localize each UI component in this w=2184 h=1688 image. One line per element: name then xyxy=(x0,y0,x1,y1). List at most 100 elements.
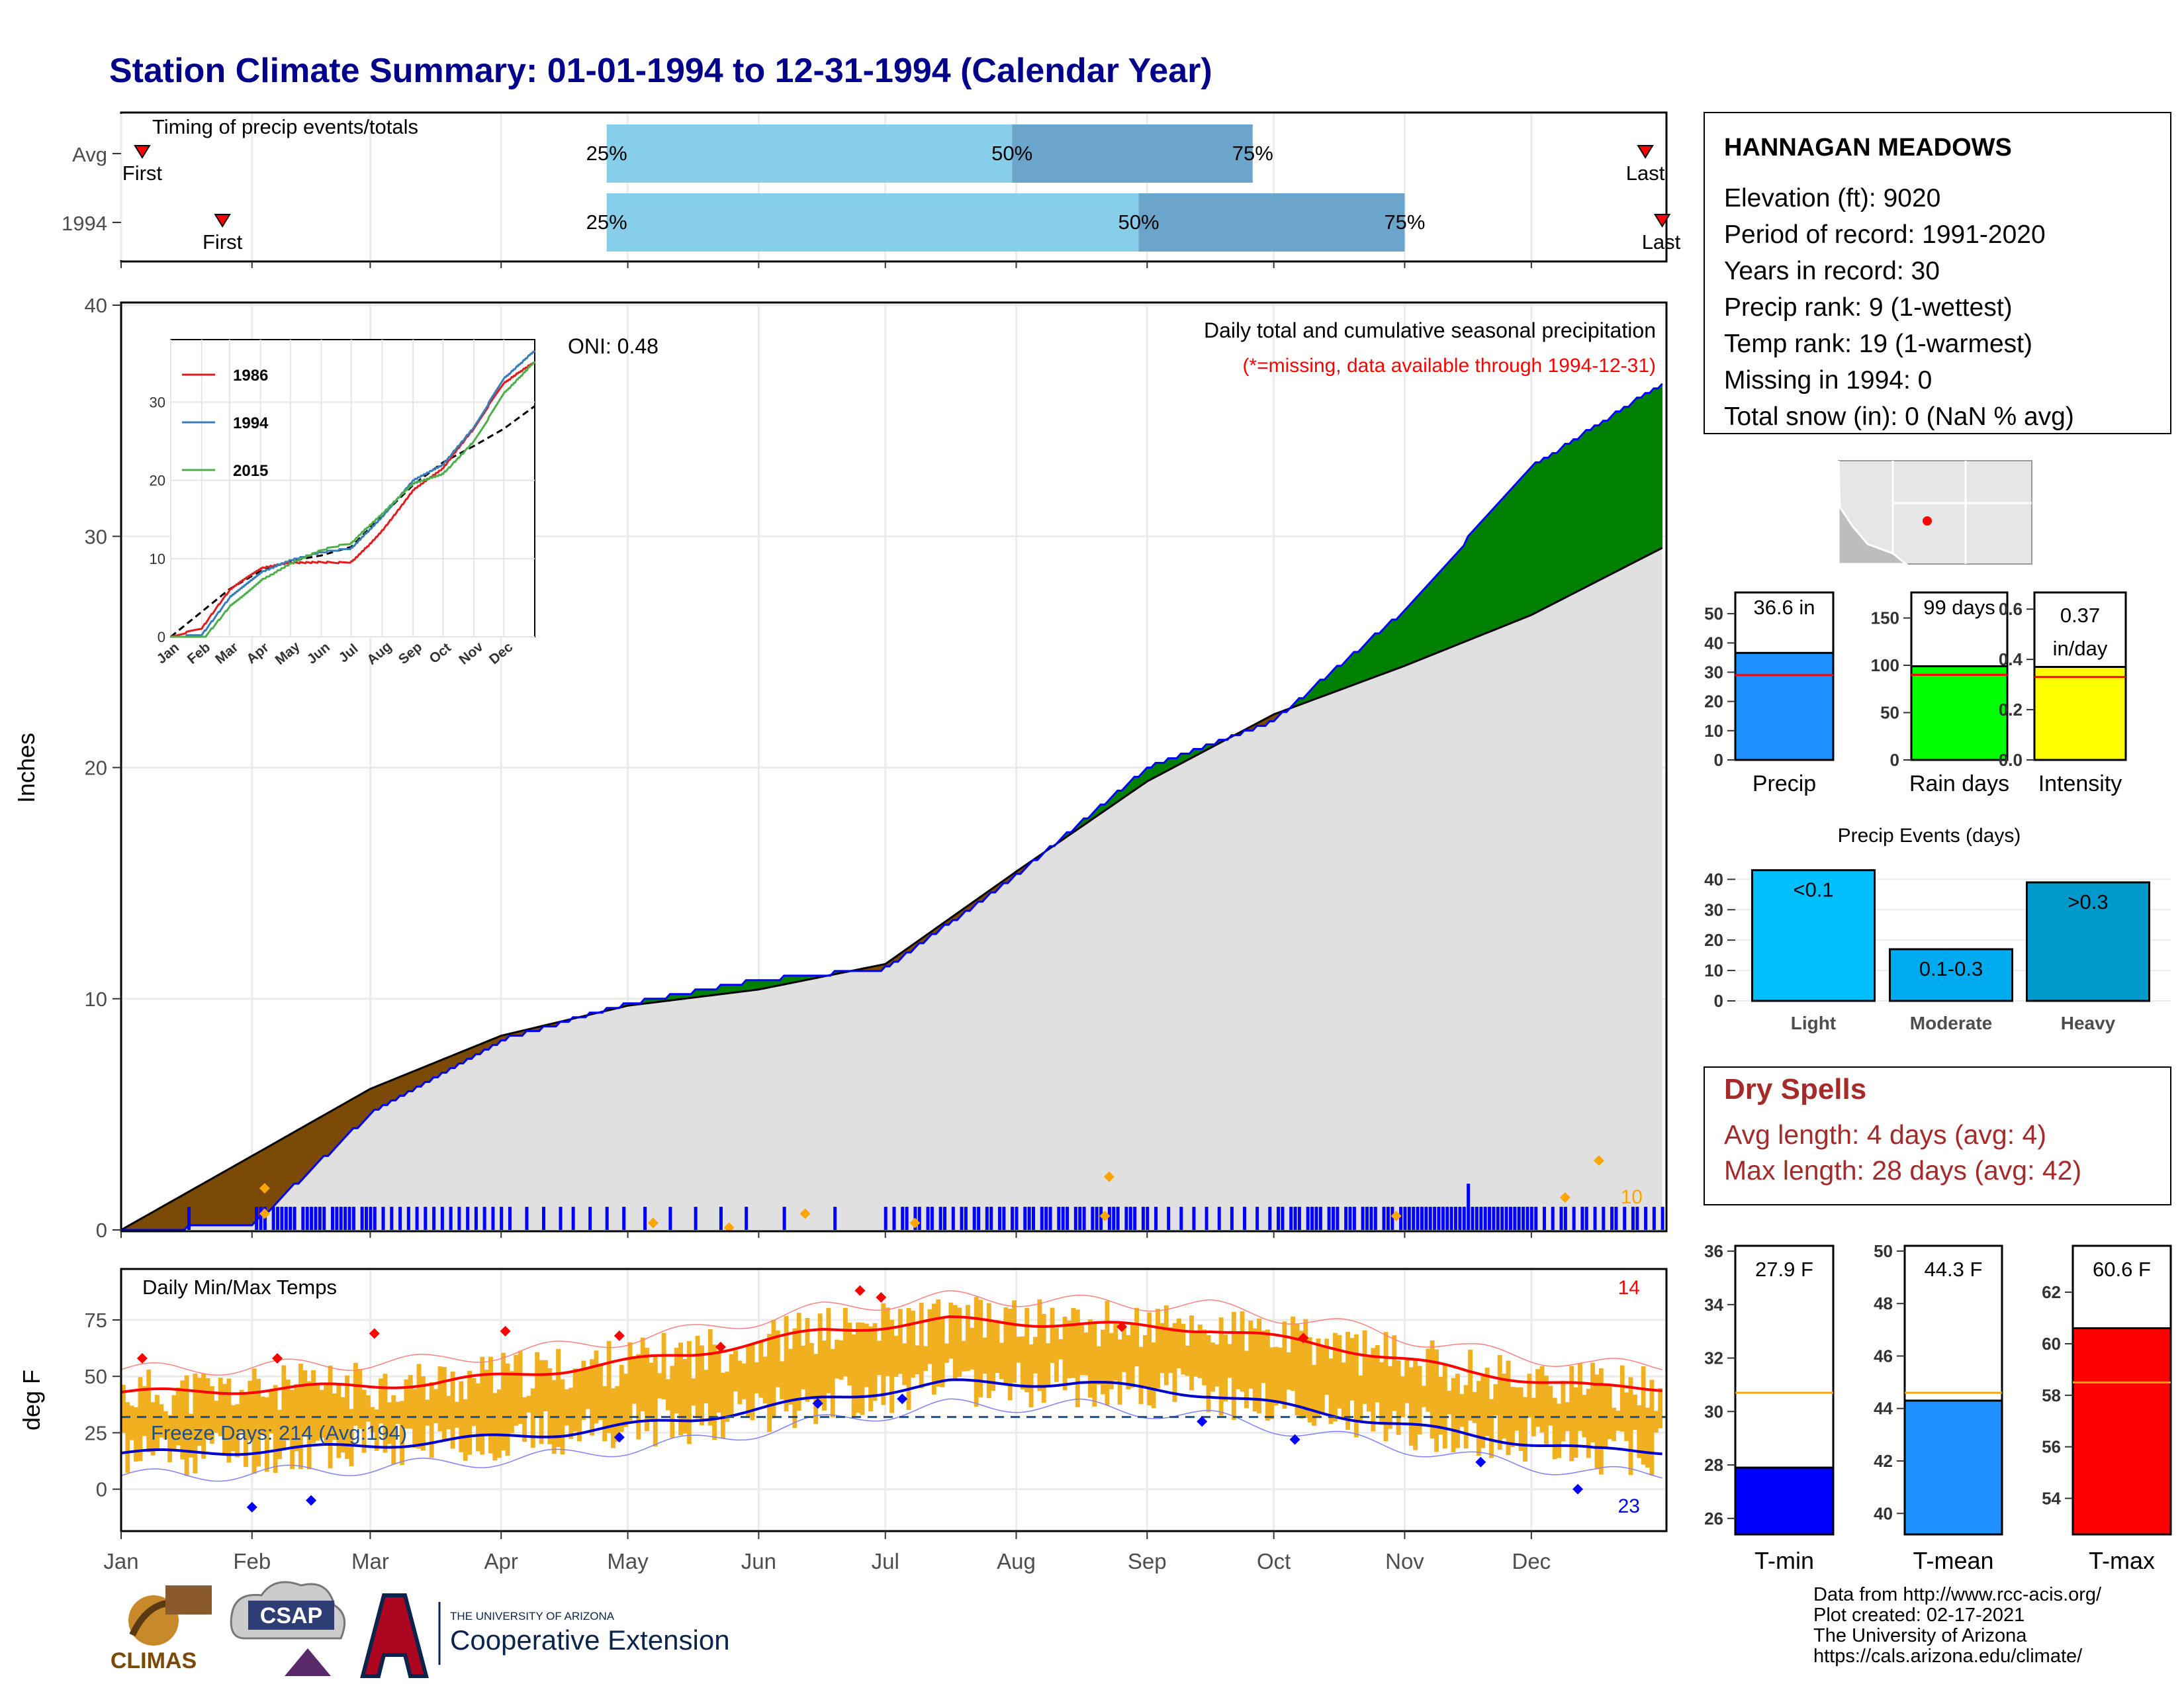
daily-precip-bar xyxy=(390,1207,394,1230)
daily-precip-bar xyxy=(1057,1207,1061,1230)
precip-anomaly-segment xyxy=(1446,559,1452,649)
daily-precip-bar xyxy=(415,1207,419,1230)
daily-temp-bar xyxy=(1375,1345,1380,1403)
daily-temp-bar xyxy=(1214,1344,1220,1387)
daily-temp-bar xyxy=(1003,1307,1009,1385)
climas-logo-text: CLIMAS xyxy=(111,1648,197,1673)
daily-precip-bar xyxy=(1314,1207,1318,1230)
daily-temp-bar xyxy=(1298,1331,1304,1419)
precip-anomaly-segment xyxy=(424,1064,430,1082)
daily-temp-bar xyxy=(1172,1323,1177,1402)
daily-temp-bar xyxy=(446,1395,451,1430)
precip-anomaly-segment xyxy=(399,1074,404,1096)
daily-temp-bar xyxy=(572,1368,578,1432)
summary-y-tick-label: 0.6 xyxy=(1999,599,2023,619)
summary-y-tick-label: 0.0 xyxy=(1999,750,2023,770)
inset-y-tick-label: 0 xyxy=(158,629,165,645)
daily-temp-bar xyxy=(911,1311,915,1378)
precip-anomaly-segment xyxy=(1493,503,1498,631)
daily-temp-bar xyxy=(412,1389,418,1448)
record-low-count: 23 xyxy=(1618,1495,1640,1517)
daily-temp-bar xyxy=(1007,1309,1013,1401)
precip-anomaly-segment xyxy=(390,1078,396,1101)
precip-anomaly-segment xyxy=(1421,586,1426,660)
summary-y-tick-label: 40 xyxy=(1704,633,1723,653)
timing-quantile-label: 75% xyxy=(1232,142,1273,165)
daily-temp-bar xyxy=(1218,1317,1224,1416)
daily-temp-bar xyxy=(138,1377,143,1462)
daily-temp-bar xyxy=(1231,1311,1236,1421)
freeze-days-label: Freeze Days: 214 (Avg:194) xyxy=(151,1421,407,1444)
precip-anomaly-segment xyxy=(1371,632,1376,679)
daily-temp-bar xyxy=(1050,1307,1055,1363)
daily-precip-bar xyxy=(1192,1207,1196,1230)
daily-precip-bar xyxy=(360,1207,364,1230)
precip-events-title: Precip Events (days) xyxy=(1838,825,2021,847)
daily-temp-bar xyxy=(433,1389,438,1423)
credits: Data from http://www.rcc-acis.org/Plot c… xyxy=(1813,1584,2102,1667)
summary-bar xyxy=(2033,666,2127,761)
daily-temp-bar xyxy=(1371,1348,1376,1432)
daily-temp-bar xyxy=(1138,1346,1144,1405)
daily-precip-bar xyxy=(289,1207,293,1230)
record-low-marker xyxy=(306,1495,317,1506)
precip-anomaly-segment xyxy=(167,1201,172,1231)
daily-temp-bar xyxy=(214,1401,219,1433)
daily-temp-bar xyxy=(319,1389,324,1438)
daily-temp-bar xyxy=(239,1389,244,1432)
daily-precip-bar xyxy=(1424,1207,1428,1230)
precip-anomaly-segment xyxy=(1463,536,1469,643)
temp-summary-y-tick-label: 46 xyxy=(1874,1346,1893,1366)
inset-series-2015 xyxy=(171,361,536,638)
precip-events-chart: 0 10 20 30 40 <0.1 Light 0.1-0.3 Moderate >0.3 Hea… xyxy=(1704,867,2171,1033)
precip-anomaly-segment xyxy=(1623,406,1629,568)
events-bar-label: <0.1 xyxy=(1793,878,1833,902)
precip-anomaly-segment xyxy=(1484,512,1490,634)
daily-temp-bar xyxy=(1396,1360,1401,1435)
daily-precip-bar xyxy=(943,1207,947,1230)
timing-first-marker xyxy=(214,214,231,228)
daily-temp-bar xyxy=(379,1378,384,1424)
daily-precip-bar xyxy=(1475,1207,1479,1230)
daily-precip-bar xyxy=(1073,1207,1077,1230)
daily-temp-bar xyxy=(881,1303,886,1405)
precip-anomaly-segment xyxy=(1535,462,1541,614)
daily-temp-bar xyxy=(222,1383,227,1454)
record-precip-marker xyxy=(1593,1155,1604,1166)
daily-precip-bar xyxy=(500,1207,504,1230)
summary-y-tick-label: 0.4 xyxy=(1999,649,2023,669)
precip-anomaly-segment xyxy=(218,1172,223,1226)
month-label: Nov xyxy=(1385,1549,1424,1573)
month-axis: Jan Feb Mar Apr May Jun Jul Aug Sep Oct Nov Dec xyxy=(103,1531,1551,1573)
precip-anomaly-segment xyxy=(328,1109,333,1157)
precip-missing-note: (*=missing, data available through 1994-… xyxy=(1242,355,1656,377)
station-name: HANNAGAN MEADOWS xyxy=(1724,134,2012,162)
month-label: Jun xyxy=(741,1549,776,1573)
daily-temp-bar xyxy=(927,1309,933,1364)
daily-temp-bar xyxy=(1282,1321,1287,1409)
daily-precip-bar xyxy=(997,1207,1001,1230)
daily-temp-bar xyxy=(704,1370,709,1404)
temp-summary-y-tick-label: 62 xyxy=(2042,1282,2061,1302)
daily-precip-bar xyxy=(1441,1207,1445,1230)
daily-precip-bar xyxy=(1593,1207,1597,1230)
footer: CLIMAS CSAP THE UNIVERSITY OF ARIZONA Co… xyxy=(111,1581,2102,1678)
daily-temp-bar xyxy=(1506,1360,1511,1456)
summary-y-tick-label: 100 xyxy=(1871,655,1899,675)
daily-temp-bar xyxy=(205,1378,210,1438)
daily-temp-bar xyxy=(691,1378,696,1406)
temp-panel: 0 25 50 75 deg F Daily Min/Max Temps Freeze… xyxy=(18,1268,1668,1573)
daily-temp-bar xyxy=(1324,1338,1330,1395)
daily-precip-bar xyxy=(1141,1207,1145,1230)
temp-summary-value: 44.3 F xyxy=(1925,1258,1983,1281)
timing-row-label: 1994 xyxy=(62,212,107,235)
precip-y-tick-label: 30 xyxy=(85,525,107,548)
daily-precip-bar xyxy=(322,1207,326,1230)
daily-precip-bar xyxy=(1534,1207,1538,1230)
dry-spells: Dry Spells Avg length: 4 days (avg: 4) M… xyxy=(1704,1066,2171,1205)
daily-temp-bar xyxy=(665,1379,670,1411)
daily-precip-bar xyxy=(1099,1207,1103,1230)
precip-anomaly-segment xyxy=(1611,410,1616,575)
daily-temp-bar xyxy=(1658,1387,1663,1429)
precip-anomaly-segment xyxy=(1645,393,1650,557)
